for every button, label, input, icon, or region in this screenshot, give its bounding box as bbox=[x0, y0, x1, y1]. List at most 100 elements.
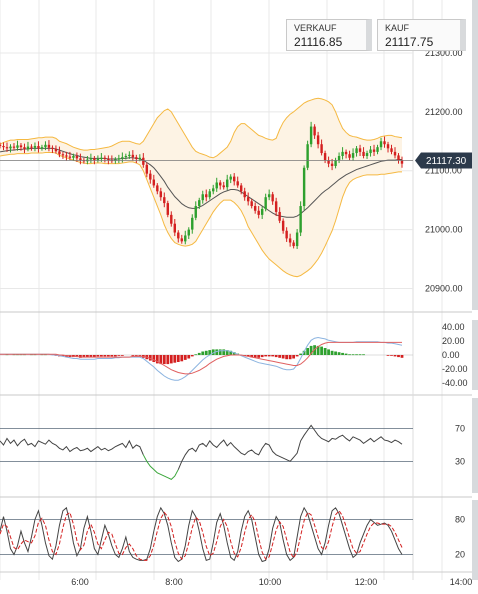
candle-body[interactable] bbox=[257, 210, 260, 215]
macd-histogram-bar[interactable] bbox=[120, 355, 124, 356]
macd-histogram-bar[interactable] bbox=[386, 355, 390, 356]
macd-histogram-bar[interactable] bbox=[351, 354, 355, 356]
candle-body[interactable] bbox=[229, 176, 232, 180]
candle-body[interactable] bbox=[246, 197, 250, 202]
macd-histogram-bar[interactable] bbox=[267, 355, 271, 357]
candle-body[interactable] bbox=[47, 144, 51, 148]
candle-body[interactable] bbox=[250, 201, 253, 207]
candle-body[interactable] bbox=[89, 158, 93, 160]
macd-histogram-bar[interactable] bbox=[96, 355, 100, 357]
candle-body[interactable] bbox=[128, 154, 131, 156]
macd-histogram-bar[interactable] bbox=[106, 355, 110, 357]
macd-histogram-bar[interactable] bbox=[173, 355, 177, 363]
macd-histogram-bar[interactable] bbox=[194, 354, 198, 356]
candle-body[interactable] bbox=[117, 158, 121, 160]
candle-body[interactable] bbox=[351, 153, 355, 158]
macd-histogram-bar[interactable] bbox=[204, 350, 208, 355]
macd-histogram-bar[interactable] bbox=[176, 355, 180, 362]
macd-histogram-bar[interactable] bbox=[183, 355, 187, 360]
macd-histogram-bar[interactable] bbox=[355, 354, 358, 356]
candle-body[interactable] bbox=[163, 197, 166, 204]
stochastic-panel[interactable] bbox=[0, 506, 413, 563]
macd-histogram-bar[interactable] bbox=[334, 351, 337, 356]
macd-histogram-bar[interactable] bbox=[246, 355, 250, 357]
candle-body[interactable] bbox=[30, 146, 33, 148]
macd-histogram-bar[interactable] bbox=[86, 355, 89, 358]
candle-body[interactable] bbox=[208, 191, 211, 198]
candle-body[interactable] bbox=[222, 185, 225, 188]
macd-histogram-bar[interactable] bbox=[211, 349, 215, 355]
candle-body[interactable] bbox=[205, 194, 208, 198]
macd-histogram-bar[interactable] bbox=[337, 352, 341, 355]
candle-body[interactable] bbox=[149, 173, 152, 180]
candle-body[interactable] bbox=[138, 157, 142, 159]
macd-histogram-bar[interactable] bbox=[253, 355, 257, 358]
candle-body[interactable] bbox=[198, 200, 201, 207]
candle-body[interactable] bbox=[194, 206, 197, 218]
candle-body[interactable] bbox=[12, 146, 16, 148]
macd-histogram-bar[interactable] bbox=[169, 355, 173, 364]
candle-body[interactable] bbox=[260, 208, 264, 215]
macd-histogram-bar[interactable] bbox=[222, 349, 226, 355]
macd-histogram-bar[interactable] bbox=[292, 355, 296, 359]
macd-histogram-bar[interactable] bbox=[400, 355, 404, 358]
candle-body[interactable] bbox=[93, 158, 96, 161]
macd-histogram-bar[interactable] bbox=[159, 355, 163, 365]
sell-quote-box[interactable]: VERKAUF 21116.85 bbox=[286, 19, 372, 51]
candle-body[interactable] bbox=[68, 156, 72, 158]
macd-histogram-bar[interactable] bbox=[225, 350, 229, 355]
macd-histogram-bar[interactable] bbox=[278, 355, 282, 358]
candle-body[interactable] bbox=[103, 157, 107, 159]
candle-body[interactable] bbox=[177, 232, 180, 239]
macd-histogram-bar[interactable] bbox=[264, 355, 268, 357]
macd-histogram-bar[interactable] bbox=[99, 355, 103, 357]
candle-body[interactable] bbox=[372, 149, 376, 152]
macd-histogram-bar[interactable] bbox=[306, 348, 310, 355]
candle-body[interactable] bbox=[0, 144, 2, 146]
macd-histogram-bar[interactable] bbox=[92, 355, 96, 358]
macd-histogram-bar[interactable] bbox=[113, 355, 117, 357]
macd-panel-scrollbar[interactable] bbox=[472, 320, 478, 390]
candle-body[interactable] bbox=[281, 220, 285, 231]
candle-body[interactable] bbox=[65, 155, 68, 157]
candle-body[interactable] bbox=[170, 214, 173, 224]
macd-histogram-bar[interactable] bbox=[295, 355, 299, 357]
candle-body[interactable] bbox=[96, 158, 100, 161]
candle-body[interactable] bbox=[61, 154, 65, 156]
candle-body[interactable] bbox=[327, 160, 330, 164]
candle-body[interactable] bbox=[159, 191, 163, 198]
macd-histogram-bar[interactable] bbox=[61, 355, 65, 357]
candle-body[interactable] bbox=[166, 203, 170, 215]
macd-histogram-bar[interactable] bbox=[208, 350, 212, 355]
macd-histogram-bar[interactable] bbox=[103, 355, 107, 357]
candle-body[interactable] bbox=[173, 223, 176, 233]
macd-histogram-bar[interactable] bbox=[285, 355, 289, 360]
candle-body[interactable] bbox=[288, 238, 292, 243]
macd-histogram-bar[interactable] bbox=[271, 355, 275, 357]
macd-histogram-bar[interactable] bbox=[134, 355, 138, 356]
macd-histogram-bar[interactable] bbox=[201, 351, 205, 356]
candle-body[interactable] bbox=[393, 151, 397, 156]
candle-body[interactable] bbox=[365, 153, 369, 156]
candle-body[interactable] bbox=[334, 160, 337, 167]
rsi-panel[interactable] bbox=[0, 424, 413, 480]
candle-body[interactable] bbox=[124, 156, 128, 158]
macd-histogram-bar[interactable] bbox=[131, 355, 135, 356]
macd-histogram-bar[interactable] bbox=[229, 350, 233, 355]
buy-quote-box[interactable]: KAUF 21117.75 bbox=[377, 19, 466, 51]
candle-body[interactable] bbox=[295, 232, 299, 247]
candle-body[interactable] bbox=[121, 157, 124, 159]
macd-histogram-bar[interactable] bbox=[341, 352, 344, 355]
macd-histogram-bar[interactable] bbox=[162, 355, 166, 365]
candle-body[interactable] bbox=[131, 154, 135, 158]
candle-body[interactable] bbox=[72, 156, 75, 158]
candle-body[interactable] bbox=[323, 153, 327, 161]
macd-histogram-bar[interactable] bbox=[330, 350, 334, 355]
candle-body[interactable] bbox=[33, 145, 37, 148]
macd-histogram-bar[interactable] bbox=[148, 355, 152, 361]
candle-body[interactable] bbox=[40, 147, 44, 149]
candle-body[interactable] bbox=[292, 242, 295, 247]
macd-histogram-bar[interactable] bbox=[180, 355, 184, 362]
candle-body[interactable] bbox=[369, 149, 372, 154]
